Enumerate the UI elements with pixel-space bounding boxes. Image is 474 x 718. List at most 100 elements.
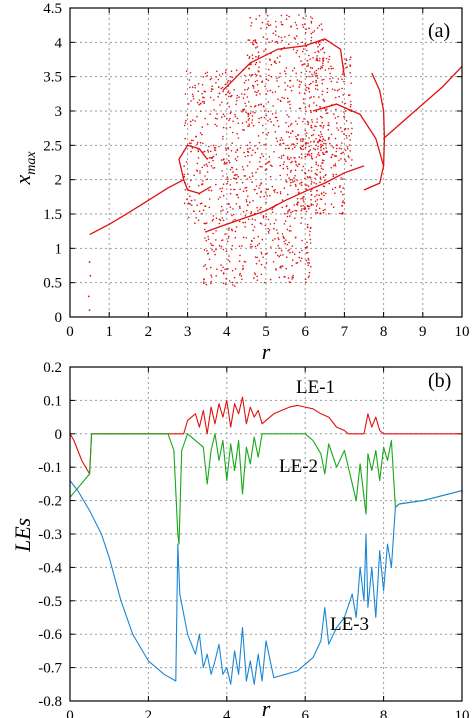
- scatter-point: [256, 168, 259, 170]
- scatter-point: [222, 219, 225, 222]
- scatter-point: [322, 185, 325, 187]
- scatter-point: [203, 150, 206, 153]
- scatter-point: [222, 113, 225, 115]
- scatter-point: [243, 175, 246, 177]
- scatter-point: [316, 118, 318, 120]
- scatter-point: [315, 138, 317, 140]
- scatter-point: [319, 176, 322, 178]
- scatter-point: [285, 67, 288, 69]
- scatter-point: [212, 244, 214, 247]
- scatter-point: [286, 243, 289, 246]
- scatter-point: [319, 177, 322, 180]
- scatter-point: [257, 235, 260, 238]
- scatter-point: [318, 96, 320, 98]
- scatter-point: [265, 114, 268, 117]
- scatter-point: [248, 125, 250, 127]
- scatter-point: [233, 174, 236, 177]
- panel-a-xtick-label: 9: [419, 324, 427, 340]
- scatter-point: [280, 267, 282, 269]
- panel-b-ytick-label: -0.3: [38, 527, 62, 543]
- scatter-point: [316, 55, 319, 57]
- scatter-point: [314, 125, 316, 127]
- bifurcation-branch: [312, 103, 385, 191]
- scatter-point: [308, 137, 310, 139]
- scatter-point: [273, 222, 276, 225]
- scatter-point: [248, 56, 251, 58]
- scatter-point: [250, 212, 252, 215]
- scatter-point: [226, 102, 229, 104]
- scatter-point: [294, 175, 296, 177]
- scatter-point: [335, 173, 338, 176]
- scatter-point: [334, 137, 337, 140]
- scatter-point: [214, 253, 216, 256]
- scatter-point: [310, 22, 313, 24]
- scatter-point: [287, 144, 289, 147]
- scatter-point: [245, 237, 247, 239]
- scatter-point: [328, 212, 330, 215]
- scatter-point: [221, 217, 224, 219]
- scatter-point: [310, 124, 313, 127]
- scatter-point: [254, 256, 257, 258]
- scatter-point: [272, 105, 274, 107]
- scatter-point: [214, 149, 216, 151]
- scatter-point: [306, 49, 308, 52]
- scatter-point: [259, 156, 262, 159]
- scatter-point: [212, 144, 215, 147]
- scatter-point: [318, 194, 320, 196]
- scatter-point: [276, 57, 279, 59]
- scatter-point: [268, 156, 271, 158]
- scatter-point: [249, 161, 251, 163]
- scatter-point: [316, 88, 319, 91]
- scatter-point: [322, 151, 324, 154]
- scatter-point: [298, 163, 301, 165]
- scatter-point: [257, 209, 259, 212]
- scatter-point: [203, 281, 205, 283]
- scatter-point: [286, 158, 289, 160]
- scatter-point: [325, 142, 327, 145]
- scatter-point: [259, 208, 261, 211]
- scatter-point: [310, 32, 313, 35]
- scatter-point: [278, 238, 280, 241]
- panel-b-ytick-label: -0.2: [38, 494, 62, 510]
- scatter-point: [265, 93, 268, 95]
- scatter-point: [256, 279, 259, 282]
- scatter-point: [323, 125, 325, 127]
- scatter-point: [255, 262, 258, 265]
- scatter-point: [246, 54, 249, 57]
- scatter-point: [265, 262, 268, 264]
- scatter-point: [348, 156, 350, 159]
- scatter-point: [227, 90, 230, 92]
- panel-a: 0 1 2 3 4 5 6 7 8 9 10 0 0.5 1 1.5 2 2.5 3 3.5 4 4.5 (a) r x…: [10, 1, 470, 364]
- scatter-point: [318, 51, 320, 53]
- scatter-point: [275, 62, 277, 64]
- scatter-point: [298, 92, 301, 94]
- scatter-point: [255, 55, 257, 58]
- scatter-point: [221, 116, 223, 118]
- scatter-point: [206, 178, 209, 181]
- scatter-point: [291, 251, 294, 253]
- scatter-point: [277, 237, 280, 239]
- scatter-point: [344, 62, 347, 65]
- scatter-point: [222, 273, 225, 275]
- scatter-point: [263, 195, 266, 198]
- bifurcation-branch: [206, 165, 365, 232]
- scatter-point: [210, 280, 212, 283]
- scatter-point: [259, 61, 261, 63]
- scatter-point: [254, 80, 257, 83]
- scatter-point: [250, 211, 253, 213]
- scatter-point: [286, 14, 288, 17]
- scatter-point: [340, 191, 342, 193]
- scatter-point: [201, 202, 203, 204]
- scatter-point: [287, 277, 290, 279]
- bifurcation-branch: [371, 72, 386, 166]
- scatter-point: [189, 120, 192, 123]
- scatter-point: [276, 42, 279, 44]
- scatter-point: [276, 77, 278, 80]
- scatter-point: [247, 87, 250, 89]
- scatter-point: [259, 75, 261, 77]
- panel-a-xtick-label: 8: [380, 324, 388, 340]
- scatter-point: [203, 282, 205, 285]
- scatter-point: [332, 146, 335, 149]
- panel-a-xtick-label: 1: [105, 324, 113, 340]
- scatter-point: [290, 89, 293, 92]
